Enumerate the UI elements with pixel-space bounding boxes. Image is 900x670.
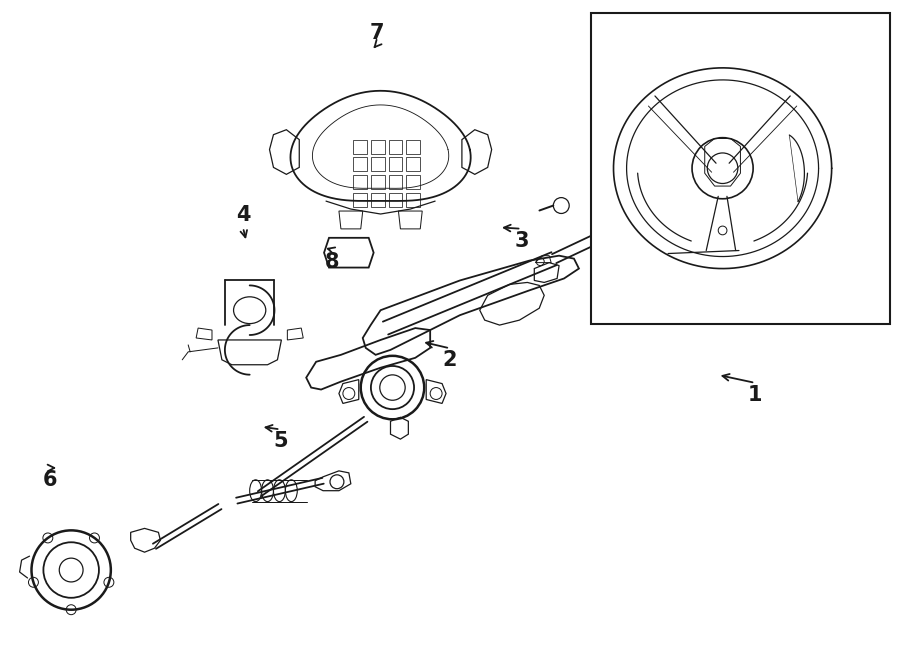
Bar (353, 176, 366, 189)
Bar (371, 157, 384, 172)
Text: 1: 1 (748, 385, 762, 405)
Bar (591, 13, 890, 324)
Bar (407, 139, 420, 153)
Text: 6: 6 (43, 470, 58, 490)
Text: 2: 2 (443, 350, 457, 371)
Bar (371, 176, 384, 189)
Text: 3: 3 (514, 230, 528, 251)
Text: 4: 4 (236, 206, 250, 225)
Bar (353, 193, 366, 207)
Bar (407, 157, 420, 172)
Bar (353, 157, 366, 172)
Bar (371, 139, 384, 153)
Bar (389, 157, 402, 172)
Bar (353, 139, 366, 153)
Bar (407, 176, 420, 189)
Bar (371, 193, 384, 207)
Text: 7: 7 (370, 23, 384, 43)
Bar (389, 193, 402, 207)
Bar (407, 193, 420, 207)
Bar (389, 139, 402, 153)
Text: 5: 5 (273, 431, 288, 452)
Bar (389, 176, 402, 189)
Text: 8: 8 (325, 252, 339, 272)
